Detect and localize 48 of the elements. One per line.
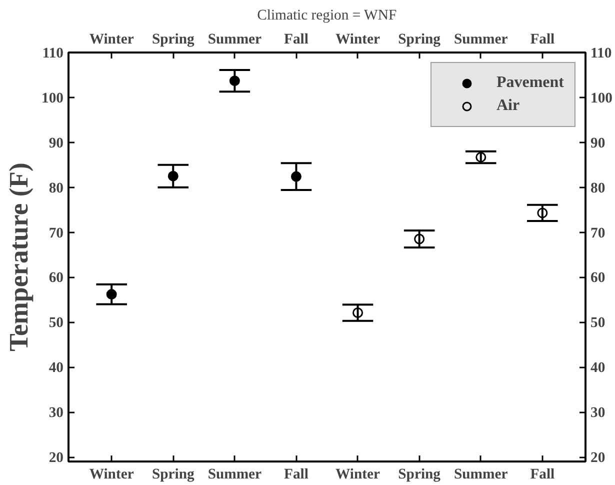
x-tick-label: Winter	[89, 466, 134, 482]
x-tick-label: Fall	[530, 466, 555, 482]
point	[414, 234, 425, 244]
category-label: Summer	[454, 32, 508, 48]
y-tick-label: 70	[48, 225, 64, 242]
x-tick-label: Winter	[336, 466, 381, 482]
x-tick-label: Spring	[152, 466, 195, 482]
y-tick-label: 20	[48, 450, 64, 466]
y-tick-label: 50	[48, 315, 64, 332]
y-tick-label: 80	[48, 180, 64, 196]
y2-tick-label: 20	[590, 450, 606, 466]
legend-label: Air	[496, 97, 520, 115]
x-tick-label: Spring	[398, 466, 442, 482]
category-label: Spring	[152, 32, 194, 48]
point	[229, 76, 240, 86]
y-tick-label: 90	[48, 135, 64, 152]
y2-tick-label: 50	[590, 315, 606, 332]
y2-tick-label: 80	[590, 180, 606, 196]
category-label: Winter	[336, 32, 380, 48]
point	[352, 307, 364, 318]
point	[537, 208, 548, 218]
y-tick-label: 40	[48, 360, 64, 376]
chart-title: Climatic region = WNF	[257, 8, 397, 24]
y2-tick-label: 90	[590, 135, 606, 152]
point	[168, 170, 178, 182]
x-tick-label: Fall	[284, 466, 308, 482]
y2-tick-label: 110	[590, 46, 612, 62]
point	[476, 152, 486, 162]
y-tick-label: 30	[48, 405, 64, 422]
point	[290, 171, 302, 182]
y2-tick-label: 70	[590, 225, 606, 242]
y-tick-label: 110	[42, 46, 64, 62]
x-tick-label: Summer	[454, 466, 508, 482]
y2-tick-label: 100	[590, 90, 612, 106]
category-label: Summer	[208, 32, 262, 48]
y-tick-label: 100	[42, 90, 64, 106]
category-label: Spring	[398, 32, 440, 48]
point	[106, 289, 117, 300]
y2-tick-label: 40	[590, 360, 606, 376]
category-label: Fall	[530, 32, 555, 48]
legend-label: Pavement	[496, 74, 564, 92]
y2-tick-label: 30	[590, 405, 606, 422]
y-tick-label: 60	[48, 270, 64, 286]
x-tick-label: Summer	[208, 466, 262, 482]
y-axis-title: Temperature (F)	[4, 162, 34, 352]
category-label: Fall	[284, 32, 308, 48]
category-label: Winter	[89, 32, 134, 48]
y2-tick-label: 60	[590, 270, 606, 286]
